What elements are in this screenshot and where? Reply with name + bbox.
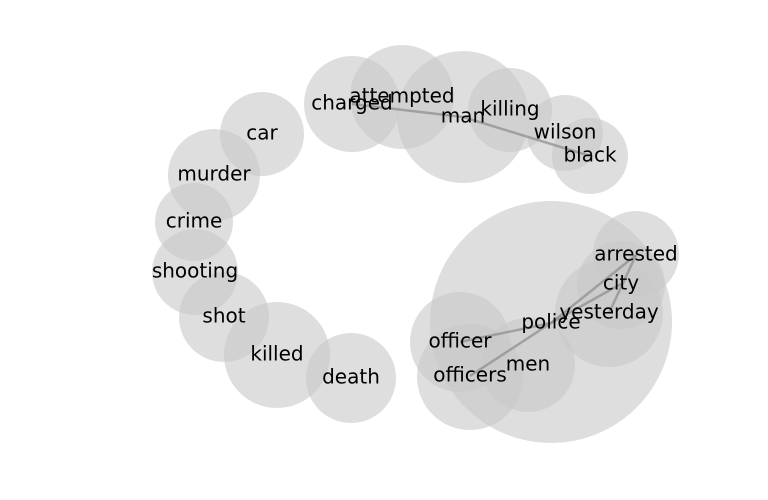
label-shot: shot — [202, 304, 245, 328]
label-killing: killing — [480, 97, 539, 121]
label-shooting: shooting — [152, 259, 238, 283]
label-officers: officers — [433, 363, 507, 387]
label-men: men — [506, 352, 550, 376]
label-charged: charged — [311, 91, 393, 115]
edge-police-city — [550, 282, 622, 325]
label-attempted: attempted — [349, 84, 454, 108]
bubble-killed — [224, 302, 330, 408]
label-yesterday: yesterday — [559, 300, 659, 324]
label-wilson: wilson — [534, 120, 597, 144]
label-black: black — [563, 143, 617, 167]
edge-yesterday-arrested — [607, 254, 638, 314]
label-man: man — [441, 104, 485, 128]
edge-man-black — [462, 115, 591, 158]
label-crime: crime — [166, 209, 223, 233]
label-death: death — [322, 365, 380, 389]
bubble-death — [306, 333, 396, 423]
edge-police-arrested — [550, 254, 637, 324]
bubble-officers — [417, 324, 523, 430]
label-killed: killed — [250, 342, 303, 366]
edges-layer — [351, 102, 638, 378]
edge-officers-police — [469, 321, 552, 378]
label-arrested: arrested — [594, 242, 677, 266]
label-car: car — [246, 121, 278, 145]
edge-officer-police — [459, 321, 552, 344]
label-officer: officer — [428, 329, 492, 353]
label-city: city — [603, 271, 639, 295]
edge-charged-man — [351, 102, 464, 119]
label-murder: murder — [177, 162, 251, 186]
label-police: police — [521, 310, 580, 334]
